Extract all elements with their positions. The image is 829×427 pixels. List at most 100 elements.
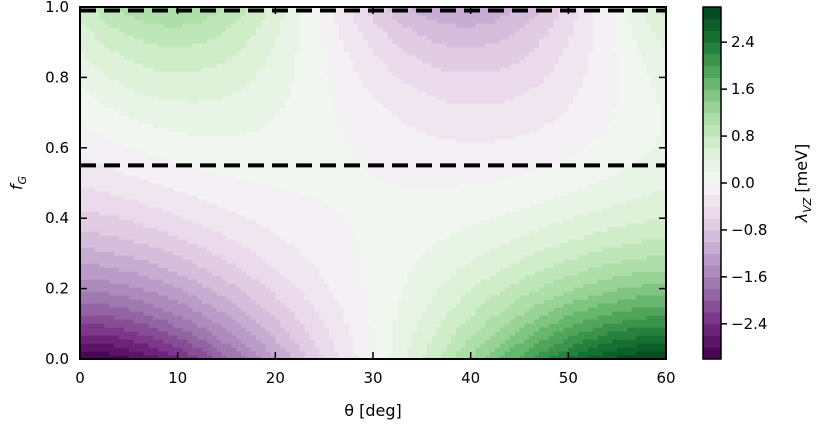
heatmap-cell — [123, 319, 130, 324]
heatmap-cell — [636, 347, 643, 352]
heatmap-cell — [148, 343, 154, 348]
heatmap-cell — [568, 295, 574, 300]
heatmap-cell — [119, 335, 125, 340]
heatmap-cell — [475, 239, 482, 244]
heatmap-cell — [646, 219, 652, 224]
heatmap-cell — [221, 323, 228, 328]
heatmap-cell — [519, 335, 525, 340]
heatmap-cell — [568, 287, 574, 292]
heatmap-cell — [314, 319, 320, 324]
heatmap-cell — [80, 283, 86, 288]
heatmap-cell — [607, 351, 613, 356]
heatmap-cell — [246, 243, 252, 248]
heatmap-cell — [128, 279, 135, 284]
heatmap-cell — [187, 235, 193, 240]
heatmap-cell — [451, 243, 457, 248]
heatmap-cell — [192, 311, 198, 316]
heatmap-cell — [133, 279, 140, 284]
heatmap-cell — [626, 271, 633, 276]
heatmap-cell — [246, 295, 252, 300]
heatmap-cell — [211, 195, 218, 200]
heatmap-cell — [289, 239, 296, 244]
heatmap-cell — [94, 247, 101, 252]
heatmap-cell — [661, 211, 666, 216]
heatmap-cell — [529, 323, 535, 328]
heatmap-cell — [412, 299, 418, 304]
heatmap-cell — [255, 339, 262, 344]
heatmap-cell — [343, 255, 350, 260]
heatmap-cell — [451, 311, 457, 316]
heatmap-cell — [470, 315, 477, 320]
heatmap-cell — [255, 247, 262, 252]
heatmap-cell — [89, 311, 96, 316]
heatmap-cell — [99, 323, 106, 328]
heatmap-cell — [460, 307, 467, 312]
heatmap-cell — [246, 351, 252, 356]
heatmap-cell — [397, 239, 403, 244]
heatmap-cell — [206, 239, 213, 244]
heatmap-cell — [548, 343, 555, 348]
heatmap-cell — [265, 327, 272, 332]
heatmap-cell — [202, 351, 208, 356]
heatmap-cell — [499, 319, 506, 324]
heatmap-cell — [309, 327, 315, 332]
heatmap-cell — [436, 239, 442, 244]
heatmap-cell — [548, 323, 555, 328]
heatmap-cell — [582, 251, 589, 256]
heatmap-cell — [548, 295, 555, 300]
heatmap-cell — [431, 255, 438, 260]
heatmap-cell — [412, 275, 418, 280]
heatmap-cell — [446, 339, 452, 344]
heatmap-cell — [651, 303, 657, 308]
heatmap-cell — [99, 227, 106, 232]
heatmap-cell — [119, 219, 125, 224]
heatmap-cell — [475, 235, 482, 240]
heatmap-cell — [563, 311, 569, 316]
heatmap-cell — [485, 323, 491, 328]
heatmap-cell — [304, 259, 311, 264]
heatmap-cell — [441, 235, 447, 240]
heatmap-cell — [460, 271, 467, 276]
heatmap-cell — [524, 231, 530, 236]
heatmap-cell — [109, 291, 115, 296]
heatmap-cell — [275, 315, 281, 320]
heatmap-cell — [167, 295, 174, 300]
heatmap-cell — [514, 343, 521, 348]
heatmap-cell — [353, 351, 359, 356]
heatmap-cell — [446, 335, 452, 340]
heatmap-cell — [607, 355, 613, 359]
heatmap-cell — [495, 211, 501, 216]
heatmap-cell — [353, 207, 359, 212]
heatmap-cell — [421, 215, 428, 220]
heatmap-cell — [221, 271, 228, 276]
heatmap-cell — [329, 207, 335, 212]
heatmap-cell — [172, 263, 179, 268]
heatmap-cell — [548, 291, 555, 296]
heatmap-cell — [143, 303, 149, 308]
heatmap-cell — [617, 311, 623, 316]
heatmap-cell — [270, 243, 276, 248]
heatmap-cell — [123, 251, 130, 256]
heatmap-cell — [260, 219, 267, 224]
heatmap-cell — [480, 259, 486, 264]
heatmap-cell — [226, 347, 232, 352]
heatmap-cell — [592, 247, 599, 252]
heatmap-cell — [94, 211, 101, 216]
heatmap-cell — [578, 271, 584, 276]
heatmap-cell — [109, 283, 115, 288]
heatmap-cell — [250, 311, 257, 316]
heatmap-cell — [216, 235, 223, 240]
heatmap-cell — [80, 295, 86, 300]
heatmap-cell — [539, 347, 545, 352]
heatmap-cell — [329, 339, 335, 344]
heatmap-cell — [421, 279, 428, 284]
heatmap-cell — [499, 295, 506, 300]
heatmap-cell — [123, 263, 130, 268]
heatmap-cell — [529, 303, 535, 308]
heatmap-cell — [387, 219, 394, 224]
heatmap-cell — [397, 263, 403, 268]
heatmap-cell — [416, 319, 423, 324]
heatmap-cell — [568, 207, 574, 212]
heatmap-cell — [319, 303, 325, 308]
heatmap-cell — [426, 299, 433, 304]
